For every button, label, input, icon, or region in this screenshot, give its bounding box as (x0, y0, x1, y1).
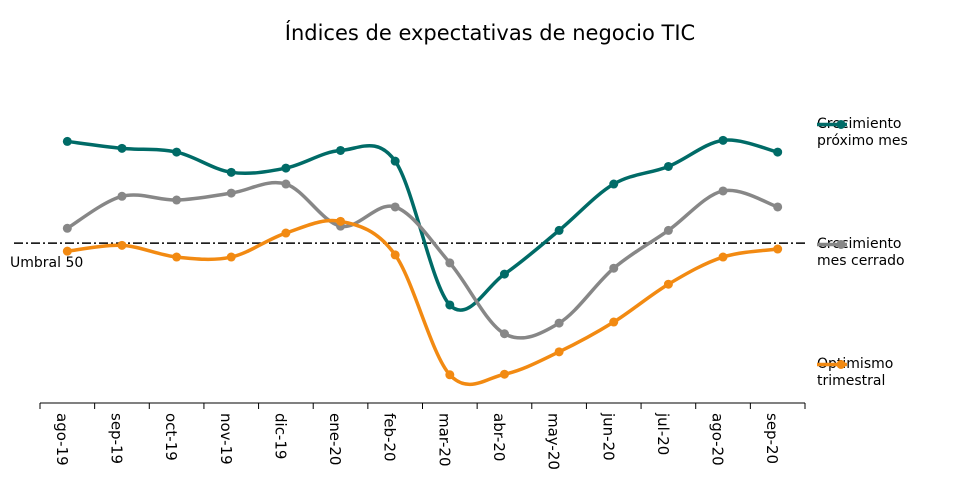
series-point (117, 191, 127, 201)
series-point (663, 279, 673, 289)
series-point (117, 240, 127, 250)
x-tick-label: dic-19 (271, 413, 289, 459)
series-point (226, 252, 236, 262)
x-tick-label: feb-20 (381, 413, 399, 462)
x-tick-label: jun-20 (599, 412, 617, 461)
series-point (773, 147, 783, 157)
legend-label: Crecimiento próximo mes (817, 116, 908, 149)
series-point (172, 252, 182, 262)
series-point (390, 202, 400, 212)
series-point (609, 179, 619, 189)
series-point (773, 202, 783, 212)
x-tick-label: jul-20 (654, 412, 672, 455)
series-point (499, 369, 509, 379)
series-point (718, 135, 728, 145)
series-point (445, 258, 455, 268)
legend-item: Crecimiento mes cerrado (817, 236, 957, 270)
series-point (62, 136, 72, 146)
legend-dot (836, 240, 846, 249)
series-point (499, 329, 509, 339)
legend-dot (836, 360, 846, 369)
x-tick-label: ene-20 (326, 413, 344, 465)
x-tick-label: nov-19 (217, 413, 235, 465)
series-point (117, 143, 127, 153)
series-line (67, 218, 778, 387)
legend-label: Crecimiento mes cerrado (817, 236, 905, 269)
series-point (718, 252, 728, 262)
x-tick-label: may-20 (545, 413, 563, 470)
x-tick-label: ago-20 (709, 413, 727, 466)
legend-item: Crecimiento próximo mes (817, 116, 957, 150)
x-tick-label: sep-19 (107, 413, 125, 464)
legend-swatch (817, 360, 847, 369)
series-point (281, 228, 291, 238)
series-point (336, 216, 346, 226)
series-point (609, 263, 619, 273)
series-point (172, 147, 182, 157)
chart-title: Índices de expectativas de negocio TIC (285, 20, 695, 45)
x-tick-label: mar-20 (435, 413, 453, 467)
series-point (226, 188, 236, 198)
x-tick-label: abr-20 (490, 413, 508, 461)
legend-dot (836, 120, 846, 129)
series-point (718, 186, 728, 196)
series-point (554, 318, 564, 328)
series-point (172, 195, 182, 205)
series-point (445, 370, 455, 380)
series-point (62, 246, 72, 256)
x-tick-label: ago-19 (53, 413, 71, 466)
x-tick-label: oct-19 (162, 413, 180, 461)
series-point (609, 317, 619, 327)
series-point (390, 250, 400, 260)
series-point (773, 244, 783, 254)
series-line (66, 180, 779, 340)
series-point (281, 163, 291, 173)
series-point (554, 225, 564, 235)
legend-label: Optimismo trimestral (817, 356, 894, 389)
legend-swatch (817, 120, 847, 129)
x-tick-label: sep-20 (763, 413, 781, 464)
series-point (62, 223, 72, 233)
series-point (390, 156, 400, 166)
series-line (67, 138, 779, 312)
series-point (281, 179, 291, 189)
series-point (663, 225, 673, 235)
legend-swatch (817, 240, 847, 249)
series-point (499, 269, 509, 279)
series-point (554, 347, 564, 357)
legend-item: Optimismo trimestral (817, 356, 957, 390)
series-point (445, 300, 455, 310)
series-point (663, 161, 673, 171)
threshold-label: Umbral 50 (10, 255, 83, 271)
series-point (226, 167, 236, 177)
series-point (336, 145, 346, 155)
